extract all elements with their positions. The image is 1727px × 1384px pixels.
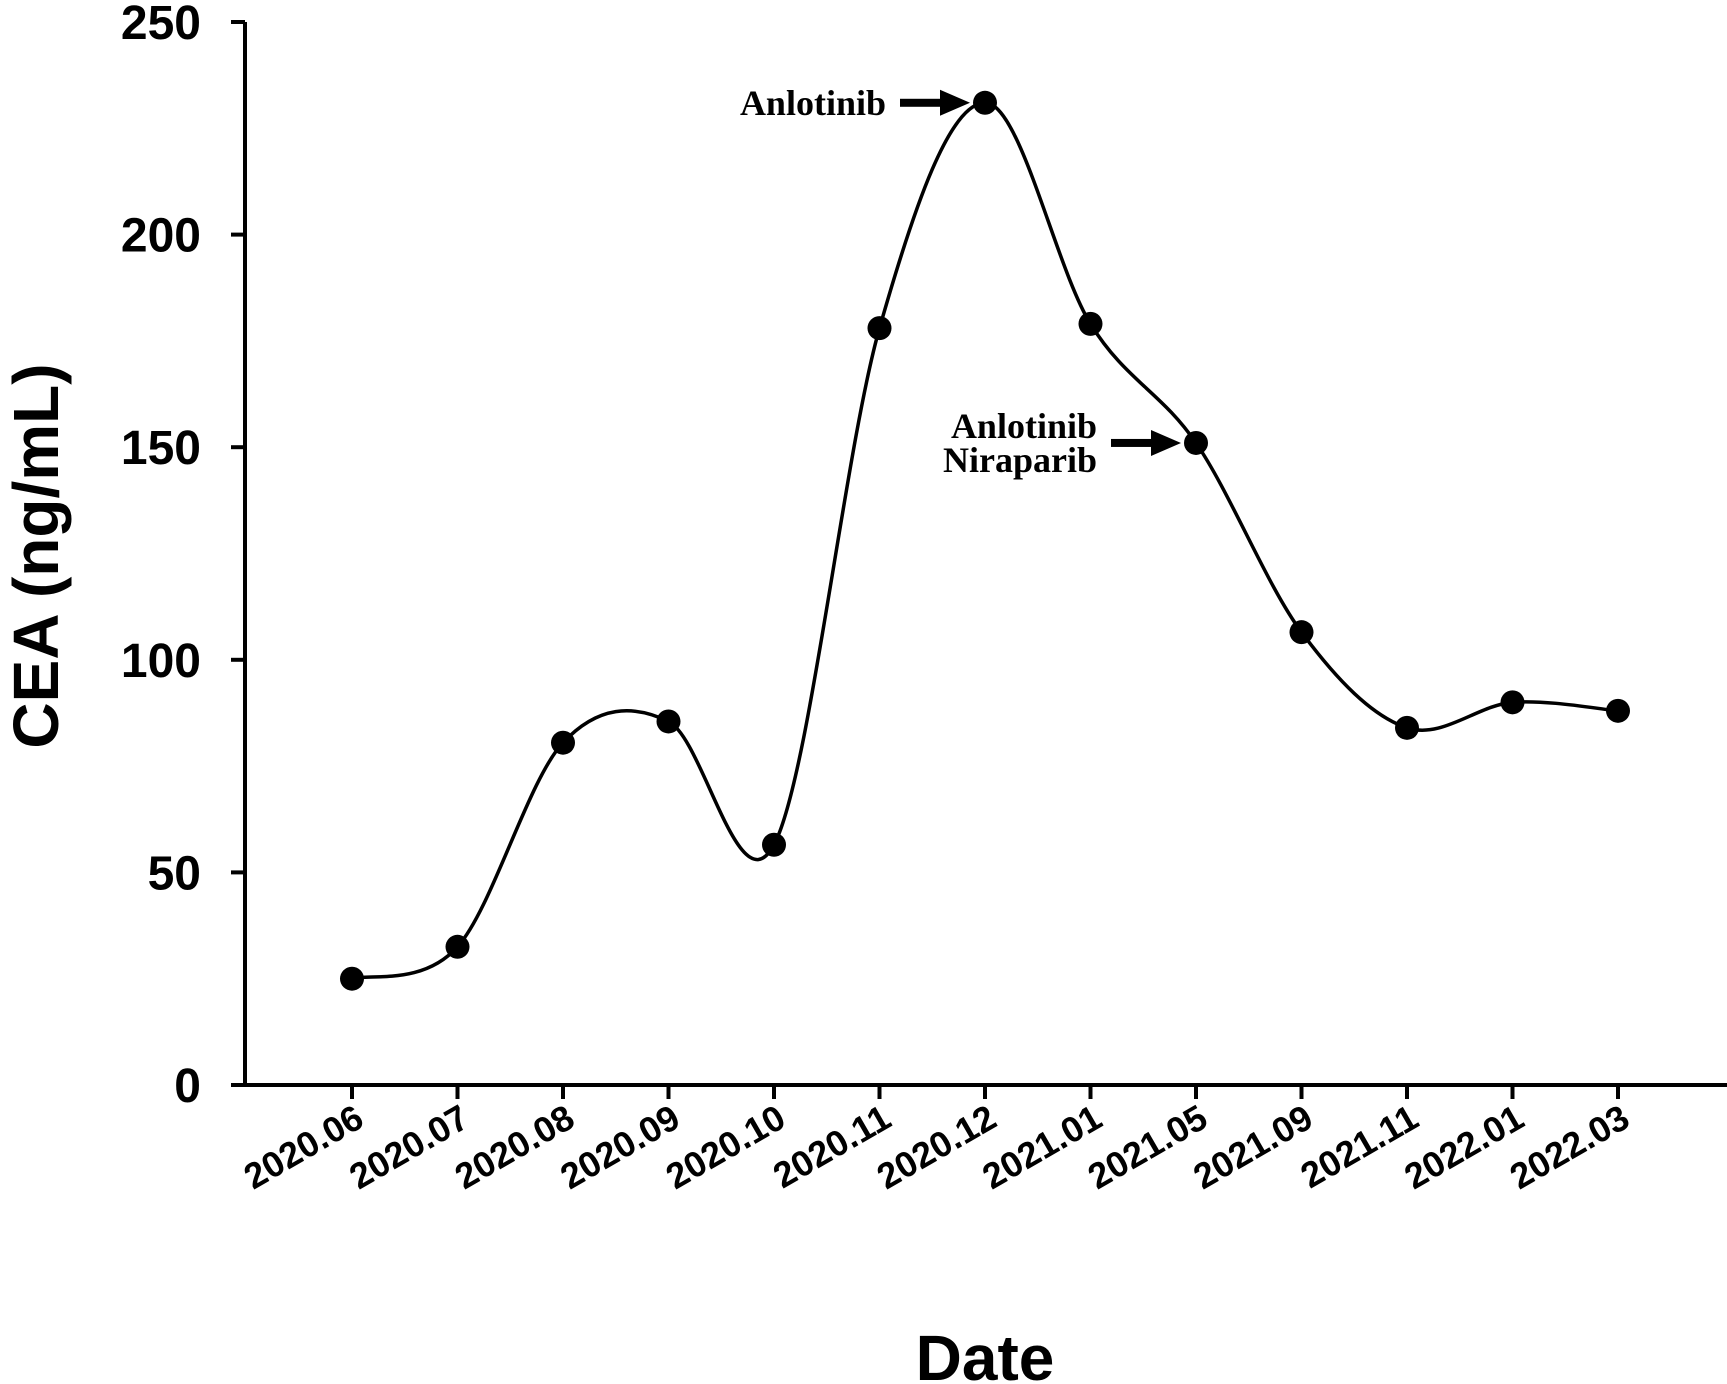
x-tick-label: 2022.03	[1503, 1096, 1636, 1197]
data-point	[762, 832, 786, 857]
x-axis: 2020.062020.072020.082020.092020.102020.…	[231, 1083, 1727, 1197]
x-tick-label: 2020.07	[342, 1096, 475, 1197]
annotation-arrow-head	[940, 89, 970, 116]
y-tick-label: 250	[121, 0, 201, 50]
annotation-label: Anlotinib	[951, 406, 1097, 446]
annotation-arrow-head	[1151, 429, 1181, 456]
x-tick-label: 2021.01	[975, 1096, 1108, 1197]
data-point	[340, 966, 364, 991]
x-tick-label: 2020.08	[448, 1096, 581, 1197]
y-axis-title: CEA (ng/mL)	[0, 363, 72, 748]
annotation-label: Anlotinib	[740, 83, 886, 123]
series-line	[351, 101, 1619, 981]
x-tick-label: 2020.12	[870, 1096, 1003, 1197]
x-tick-label: 2021.11	[1294, 1096, 1425, 1196]
x-tick-label: 2020.10	[659, 1096, 792, 1197]
data-point	[1184, 430, 1208, 455]
x-tick-label: 2021.05	[1081, 1096, 1214, 1197]
x-tick-label: 2022.01	[1397, 1096, 1530, 1197]
data-point	[1289, 620, 1314, 645]
data-point	[1500, 690, 1525, 715]
x-tick-label: 2020.11	[766, 1096, 897, 1196]
x-ticks: 2020.062020.072020.082020.092020.102020.…	[237, 1085, 1636, 1197]
data-point	[867, 316, 892, 341]
x-axis-title: Date	[916, 1322, 1055, 1384]
y-tick-label: 0	[174, 1060, 201, 1113]
data-point	[551, 730, 575, 755]
data-point	[1606, 698, 1630, 723]
data-point	[973, 90, 997, 115]
x-tick-label: 2020.09	[553, 1096, 686, 1197]
annotation-arrow-shaft	[1111, 438, 1153, 447]
x-tick-label: 2021.09	[1186, 1096, 1319, 1197]
y-axis: 0 50 100 150 200 250	[121, 0, 247, 1113]
y-tick-label: 150	[121, 422, 201, 475]
annotation-label: Niraparib	[943, 440, 1097, 480]
y-tick-label: 100	[121, 635, 201, 688]
y-tick-label: 200	[121, 210, 201, 263]
y-tick-label: 50	[148, 847, 201, 900]
series-group	[340, 90, 1630, 991]
annotation-arrow-shaft	[900, 98, 942, 107]
data-point	[656, 709, 681, 734]
data-point	[445, 934, 470, 959]
data-point	[1078, 311, 1103, 336]
data-point	[1395, 715, 1419, 740]
y-ticks: 0 50 100 150 200 250	[121, 0, 245, 1113]
x-tick-label: 2020.06	[237, 1096, 370, 1197]
